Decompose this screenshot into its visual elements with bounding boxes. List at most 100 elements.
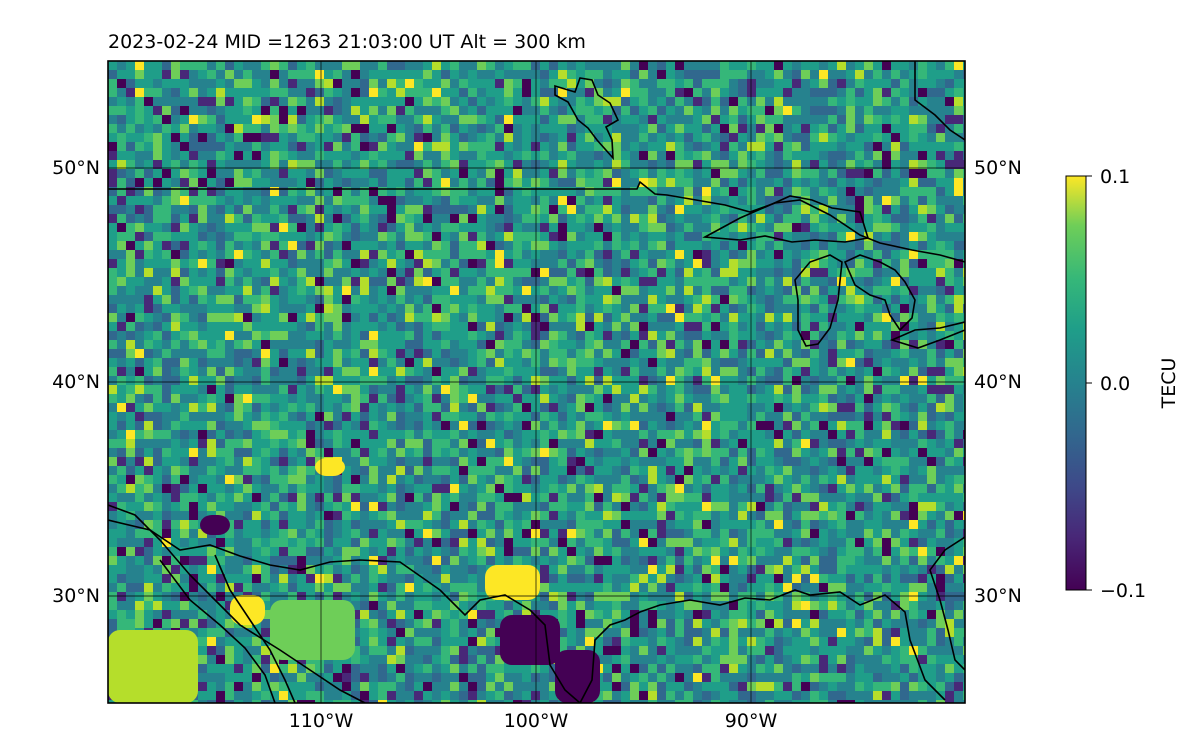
tec-cell	[117, 313, 126, 322]
tec-cell	[441, 187, 450, 196]
tec-cell	[216, 187, 225, 196]
tec-cell	[468, 322, 477, 331]
tec-cell	[423, 322, 432, 331]
tec-cell	[630, 493, 639, 502]
tec-cell	[711, 214, 720, 223]
tec-cell	[792, 88, 801, 97]
tec-cell	[702, 250, 711, 259]
tec-cell	[756, 358, 765, 367]
tec-cell	[522, 97, 531, 106]
tec-cell	[135, 268, 144, 277]
tec-cell	[216, 358, 225, 367]
tec-cell	[468, 160, 477, 169]
tec-cell	[540, 232, 549, 241]
tec-cell	[504, 430, 513, 439]
tec-cell	[711, 340, 720, 349]
tec-cell	[108, 367, 117, 376]
tec-cell	[423, 313, 432, 322]
tec-cell	[585, 475, 594, 484]
tec-cell	[522, 70, 531, 79]
tec-cell	[648, 484, 657, 493]
tec-cell	[549, 232, 558, 241]
tec-cell	[117, 475, 126, 484]
tec-cell	[630, 466, 639, 475]
tec-cell	[756, 223, 765, 232]
tec-cell	[594, 187, 603, 196]
tec-cell	[621, 142, 630, 151]
tec-cell	[711, 151, 720, 160]
tec-cell	[396, 493, 405, 502]
tec-cell	[666, 232, 675, 241]
tec-cell	[639, 142, 648, 151]
tec-cell	[459, 187, 468, 196]
tec-cell	[378, 241, 387, 250]
tec-cell	[171, 169, 180, 178]
tec-cell	[693, 124, 702, 133]
tec-cell	[666, 250, 675, 259]
tec-cell	[900, 475, 909, 484]
tec-cell	[504, 331, 513, 340]
tec-cell	[585, 358, 594, 367]
tec-cell	[351, 448, 360, 457]
tec-cell	[828, 241, 837, 250]
tec-cell	[441, 376, 450, 385]
tec-cell	[432, 142, 441, 151]
tec-cell	[765, 169, 774, 178]
tec-cell	[621, 259, 630, 268]
tec-cell	[333, 385, 342, 394]
tec-cell	[288, 493, 297, 502]
tec-cell	[522, 421, 531, 430]
tec-cell	[297, 439, 306, 448]
tec-cell	[360, 277, 369, 286]
tec-cell	[873, 304, 882, 313]
tec-cell	[711, 142, 720, 151]
tec-cell	[243, 214, 252, 223]
tec-cell	[756, 268, 765, 277]
tec-cell	[459, 412, 468, 421]
tec-cell	[522, 205, 531, 214]
tec-cell	[198, 142, 207, 151]
tec-cell	[189, 520, 198, 529]
tec-cell	[153, 376, 162, 385]
tec-cell	[684, 457, 693, 466]
tec-cell	[675, 421, 684, 430]
tec-cell	[513, 457, 522, 466]
tec-cell	[873, 349, 882, 358]
tec-cell	[207, 502, 216, 511]
tec-cell	[720, 367, 729, 376]
tec-cell	[693, 493, 702, 502]
tec-cell	[540, 349, 549, 358]
tec-cell	[747, 187, 756, 196]
tec-cell	[189, 511, 198, 520]
tec-cell	[828, 385, 837, 394]
tec-cell	[531, 376, 540, 385]
tec-cell	[360, 385, 369, 394]
tec-cell	[441, 169, 450, 178]
tec-cell	[414, 313, 423, 322]
tec-cell	[450, 259, 459, 268]
tec-cell	[711, 295, 720, 304]
tec-cell	[693, 169, 702, 178]
tec-cell	[657, 79, 666, 88]
tec-cell	[909, 340, 918, 349]
tec-cell	[855, 133, 864, 142]
tec-cell	[450, 520, 459, 529]
tec-cell	[495, 61, 504, 70]
tec-cell	[900, 430, 909, 439]
tec-cell	[729, 466, 738, 475]
tec-cell	[279, 232, 288, 241]
tec-cell	[243, 259, 252, 268]
tec-cell	[918, 196, 927, 205]
tec-cell	[126, 277, 135, 286]
tec-cell	[936, 178, 945, 187]
tec-cell	[531, 475, 540, 484]
tec-cell	[756, 241, 765, 250]
tec-cell	[162, 124, 171, 133]
tec-cell	[603, 520, 612, 529]
tec-cell	[711, 115, 720, 124]
tec-cell	[909, 439, 918, 448]
tec-cell	[720, 421, 729, 430]
tec-cell	[306, 277, 315, 286]
tec-cell	[684, 223, 693, 232]
tec-cell	[675, 277, 684, 286]
